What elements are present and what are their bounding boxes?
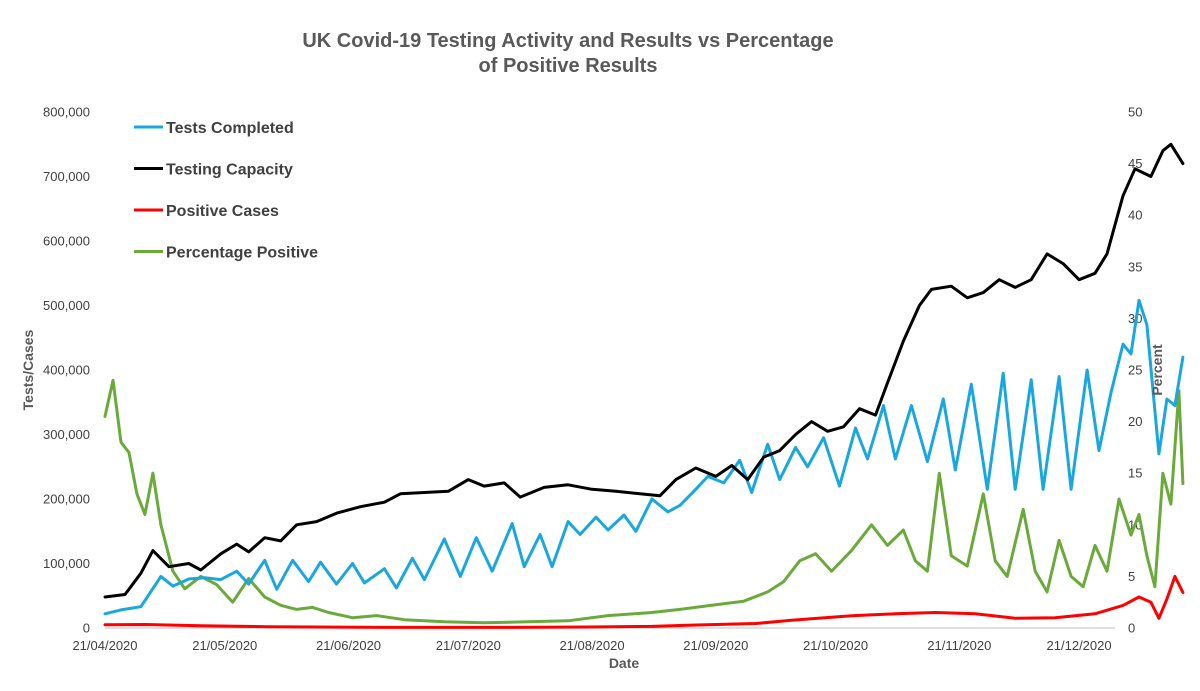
series-line-positive-cases [103,574,1185,629]
y-tick-label: 0 [83,621,90,636]
y-tick-label: 400,000 [43,363,90,378]
left-axis-ticks: 0 100,000 200,000 300,000 400,000 500,000 600,… [43,105,90,636]
x-tick-label: 21/08/2020 [559,638,624,653]
y2-tick-label: 25 [1128,363,1142,378]
y-axis-title: Tests/Cases [20,329,36,410]
y2-tick-label: 35 [1128,259,1142,274]
y-tick-label: 600,000 [43,234,90,249]
y2-tick-label: 5 [1128,569,1135,584]
x-tick-label: 21/07/2020 [436,638,501,653]
x-tick-label: 21/04/2020 [72,638,137,653]
series-line-tests-completed [103,298,1185,616]
y-tick-label: 300,000 [43,427,90,442]
y-tick-label: 200,000 [43,492,90,507]
y2-tick-label: 40 [1128,208,1142,223]
series-line-percentage-positive [103,378,1185,625]
y2-axis-title: Percent [1149,344,1165,396]
y2-tick-label: 50 [1128,105,1142,120]
y2-tick-label: 45 [1128,156,1142,171]
x-tick-label: 21/06/2020 [316,638,381,653]
legend-label-tests-completed: Tests Completed [166,120,294,137]
legend: Tests Completed Testing Capacity Positive … [134,120,318,262]
x-axis-title: Date [609,655,640,671]
series-layer [103,142,1185,629]
y2-tick-label: 15 [1128,466,1142,481]
x-tick-label: 21/09/2020 [683,638,748,653]
y-tick-label: 800,000 [43,105,90,120]
x-tick-label: 21/12/2020 [1047,638,1112,653]
y-tick-label: 500,000 [43,298,90,313]
x-tick-label: 21/05/2020 [192,638,257,653]
legend-label-testing-capacity: Testing Capacity [166,162,293,179]
y-tick-label: 700,000 [43,169,90,184]
y2-tick-label: 0 [1128,621,1135,636]
chart-title-line-1: UK Covid-19 Testing Activity and Results… [302,30,833,52]
x-axis-ticks: 21/04/2020 21/05/2020 21/06/2020 21/07/2020… [72,638,1111,653]
legend-label-percentage-positive: Percentage Positive [166,245,318,262]
y2-tick-label: 20 [1128,414,1142,429]
x-tick-label: 21/11/2020 [927,638,991,653]
chart-title-line-2: of Positive Results [479,55,658,77]
x-tick-label: 21/10/2020 [803,638,868,653]
series-line-testing-capacity [103,142,1185,599]
legend-label-positive-cases: Positive Cases [166,203,279,220]
y-tick-label: 100,000 [43,556,90,571]
